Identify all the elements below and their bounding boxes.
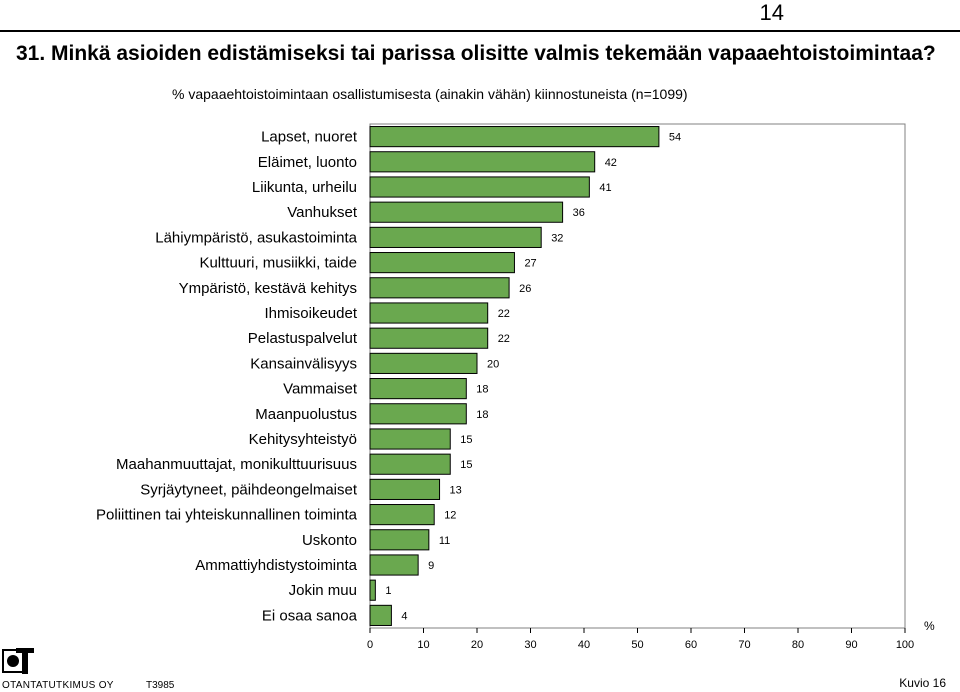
bar-value-label: 15 bbox=[460, 459, 472, 471]
category-label: Ammattiyhdistystoiminta bbox=[195, 557, 357, 574]
category-label: Lähiympäristö, asukastoiminta bbox=[155, 229, 357, 246]
bar-value-label: 42 bbox=[605, 157, 617, 169]
bar-value-label: 15 bbox=[460, 434, 472, 446]
bar bbox=[369, 126, 660, 148]
chart-subtitle: % vapaaehtoistoimintaan osallistumisesta… bbox=[172, 86, 688, 102]
bar-value-label: 20 bbox=[487, 358, 499, 370]
x-tick-label: 20 bbox=[471, 639, 483, 651]
category-label: Poliittinen tai yhteiskunnallinen toimin… bbox=[96, 507, 358, 524]
bar bbox=[369, 529, 430, 551]
category-label: Kansainvälisyys bbox=[250, 355, 357, 372]
category-label: Ympäristö, kestävä kehitys bbox=[179, 280, 357, 297]
bar-value-label: 54 bbox=[669, 132, 681, 144]
plot-frame bbox=[369, 123, 906, 629]
bar bbox=[369, 478, 441, 500]
company-name: OTANTATUTKIMUS OY bbox=[2, 680, 114, 691]
figure-number: Kuvio 16 bbox=[899, 676, 946, 690]
report-code: T3985 bbox=[146, 680, 175, 691]
x-tick-label: 100 bbox=[896, 639, 914, 651]
category-label: Eläimet, luonto bbox=[258, 154, 357, 171]
bar bbox=[369, 277, 510, 299]
category-label: Pelastuspalvelut bbox=[248, 330, 358, 347]
category-label: Kulttuuri, musiikki, taide bbox=[199, 255, 357, 272]
question-title: 31. Minkä asioiden edistämiseksi tai par… bbox=[16, 42, 936, 65]
bar bbox=[369, 226, 542, 248]
category-label: Jokin muu bbox=[289, 582, 357, 599]
x-axis-label: % bbox=[924, 619, 935, 633]
bar bbox=[369, 403, 467, 425]
x-tick-label: 60 bbox=[685, 639, 697, 651]
page-number: 14 bbox=[759, 0, 784, 25]
category-label: Maanpuolustus bbox=[255, 406, 357, 423]
bar-value-label: 13 bbox=[450, 484, 462, 496]
bar bbox=[369, 352, 478, 374]
bar-value-label: 36 bbox=[573, 207, 585, 219]
bar bbox=[369, 604, 392, 626]
category-label: Ei osaa sanoa bbox=[262, 607, 358, 624]
category-label: Lapset, nuoret bbox=[261, 129, 358, 146]
x-tick-label: 80 bbox=[792, 639, 804, 651]
x-tick-label: 50 bbox=[631, 639, 643, 651]
bar bbox=[369, 554, 419, 576]
bar-value-label: 27 bbox=[524, 258, 536, 270]
bar bbox=[369, 302, 489, 324]
bar-value-label: 41 bbox=[599, 182, 611, 194]
bar-value-label: 18 bbox=[476, 384, 488, 396]
bar-value-label: 32 bbox=[551, 232, 563, 244]
x-tick-label: 0 bbox=[367, 639, 373, 651]
x-tick-label: 10 bbox=[417, 639, 429, 651]
bar bbox=[369, 176, 590, 198]
bar bbox=[369, 201, 564, 223]
category-label: Uskonto bbox=[302, 532, 357, 549]
bar-value-label: 1 bbox=[385, 585, 391, 597]
bar bbox=[369, 378, 467, 400]
bar-value-label: 4 bbox=[401, 610, 407, 622]
bar-value-label: 18 bbox=[476, 409, 488, 421]
bar-value-label: 22 bbox=[498, 333, 510, 345]
category-label: Ihmisoikeudet bbox=[264, 305, 357, 322]
x-tick-label: 30 bbox=[524, 639, 536, 651]
category-label: Maahanmuuttajat, monikulttuurisuus bbox=[116, 456, 357, 473]
bar bbox=[369, 252, 515, 274]
category-label: Vanhukset bbox=[287, 204, 358, 221]
bar bbox=[369, 327, 489, 349]
x-tick-label: 70 bbox=[738, 639, 750, 651]
x-tick-label: 40 bbox=[578, 639, 590, 651]
bar-value-label: 11 bbox=[439, 535, 450, 547]
category-label: Syrjäytyneet, päihdeongelmaiset bbox=[140, 481, 358, 498]
bar-value-label: 12 bbox=[444, 510, 456, 522]
company-logo-icon bbox=[2, 648, 34, 674]
bar-value-label: 9 bbox=[428, 560, 434, 572]
category-label: Kehitysyhteistyö bbox=[249, 431, 357, 448]
category-label: Vammaiset bbox=[283, 381, 358, 398]
header-rule bbox=[0, 30, 960, 32]
bar bbox=[369, 453, 451, 475]
bar bbox=[369, 428, 451, 450]
bar bbox=[369, 504, 435, 526]
bar bbox=[369, 151, 596, 173]
bar bbox=[369, 579, 376, 601]
x-tick-label: 90 bbox=[845, 639, 857, 651]
bar-value-label: 22 bbox=[498, 308, 510, 320]
category-label: Liikunta, urheilu bbox=[252, 179, 357, 196]
bar-value-label: 26 bbox=[519, 283, 531, 295]
